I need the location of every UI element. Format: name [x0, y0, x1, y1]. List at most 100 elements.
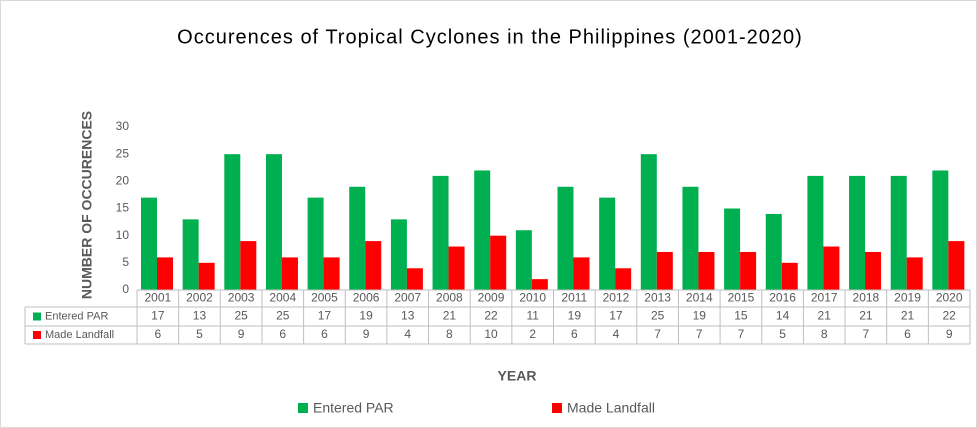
- x-tick-label: 2007: [394, 291, 421, 305]
- table-value: 17: [151, 309, 165, 323]
- bar: [599, 197, 616, 290]
- table-value: 4: [404, 327, 411, 341]
- table-series-label: Made Landfall: [45, 329, 114, 341]
- table-value: 5: [196, 327, 203, 341]
- bar: [865, 251, 882, 290]
- x-tick-label: 2014: [686, 291, 713, 305]
- table-series-label: Entered PAR: [45, 310, 108, 322]
- table-value: 15: [734, 309, 748, 323]
- bar: [390, 219, 407, 290]
- bar: [240, 241, 257, 290]
- table-value: 6: [279, 327, 286, 341]
- bar: [490, 235, 507, 290]
- bar: [365, 241, 382, 290]
- table-value: 8: [821, 327, 828, 341]
- table-value: 9: [363, 327, 370, 341]
- bar: [698, 251, 715, 290]
- table-value: 8: [446, 327, 453, 341]
- bar: [349, 186, 366, 290]
- table-value: 6: [321, 327, 328, 341]
- bar: [432, 175, 449, 290]
- table-value: 25: [276, 309, 290, 323]
- table-value: 25: [651, 309, 665, 323]
- bar: [807, 175, 824, 290]
- bar: [157, 257, 173, 290]
- bar: [531, 279, 548, 290]
- table-value: 21: [443, 309, 457, 323]
- bar: [448, 246, 465, 290]
- bar: [323, 257, 340, 290]
- x-tick-label: 2003: [228, 291, 255, 305]
- bar: [224, 154, 241, 290]
- bar: [656, 251, 673, 290]
- x-tick-label: 2008: [436, 291, 463, 305]
- x-tick-label: 2012: [603, 291, 630, 305]
- table-value: 7: [738, 327, 745, 341]
- table-value: 7: [696, 327, 703, 341]
- table-value: 22: [484, 309, 498, 323]
- table-value: 9: [238, 327, 245, 341]
- table-value: 9: [946, 327, 953, 341]
- x-tick-label: 2018: [853, 291, 880, 305]
- table-value: 2: [529, 327, 536, 341]
- x-axis-label: YEAR: [498, 368, 537, 384]
- table-legend-key: [33, 312, 41, 321]
- bar: [890, 175, 907, 290]
- y-axis-label: NUMBER OF OCCURENCES: [79, 111, 95, 299]
- table-value: 17: [318, 309, 332, 323]
- table-value: 7: [863, 327, 870, 341]
- x-tick-label: 2011: [561, 291, 587, 305]
- bar: [573, 257, 590, 290]
- table-value: 19: [359, 309, 373, 323]
- table-value: 19: [693, 309, 707, 323]
- table-value: 14: [776, 309, 790, 323]
- table-value: 6: [571, 327, 578, 341]
- y-tick-label: 20: [116, 174, 130, 188]
- bar: [640, 154, 657, 290]
- chart-title: Occurences of Tropical Cyclones in the P…: [177, 26, 803, 48]
- table-value: 10: [484, 327, 498, 341]
- table-value: 4: [613, 327, 620, 341]
- table-value: 6: [154, 327, 161, 341]
- table-value: 22: [942, 309, 956, 323]
- bar: [849, 175, 866, 290]
- table-legend-key: [33, 331, 41, 339]
- table-value: 21: [818, 309, 832, 323]
- x-tick-label: 2013: [644, 291, 671, 305]
- x-tick-label: 2015: [728, 291, 755, 305]
- y-tick-label: 30: [116, 119, 130, 133]
- bar: [198, 262, 215, 290]
- y-tick-label: 10: [116, 228, 130, 242]
- bar: [406, 268, 423, 290]
- bar: [515, 230, 532, 290]
- table-value: 17: [609, 309, 623, 323]
- bar: [307, 197, 324, 290]
- legend-label: Made Landfall: [567, 400, 655, 416]
- bar: [740, 251, 757, 290]
- bar: [765, 213, 782, 290]
- table-value: 21: [901, 309, 915, 323]
- bar: [724, 208, 741, 290]
- x-tick-label: 2019: [894, 291, 921, 305]
- table-value: 19: [568, 309, 582, 323]
- y-tick-label: 5: [122, 255, 129, 269]
- x-tick-label: 2001: [144, 291, 171, 305]
- y-tick-label: 25: [116, 146, 130, 160]
- legend-label: Entered PAR: [313, 400, 394, 416]
- x-tick-label: 2009: [478, 291, 505, 305]
- legend-key: [298, 403, 308, 413]
- table-value: 25: [234, 309, 248, 323]
- x-tick-label: 2005: [311, 291, 338, 305]
- table-value: 7: [654, 327, 661, 341]
- x-tick-label: 2016: [769, 291, 796, 305]
- bar: [781, 262, 798, 290]
- bar: [615, 268, 632, 290]
- bar: [265, 154, 282, 290]
- y-tick-label: 0: [122, 282, 129, 296]
- legend-key: [552, 403, 562, 413]
- table-value: 21: [859, 309, 873, 323]
- table-value: 5: [779, 327, 786, 341]
- bar: [682, 186, 699, 290]
- bar: [948, 241, 965, 290]
